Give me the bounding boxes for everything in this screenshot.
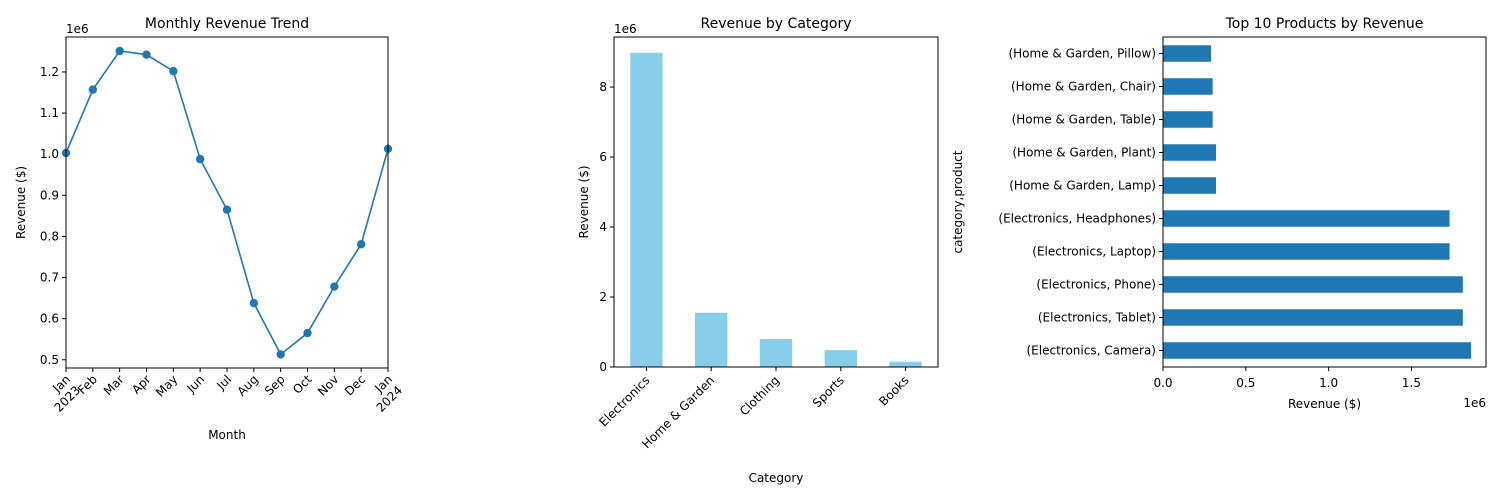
x-axis-label: Revenue ($) [1288, 397, 1361, 411]
data-point [88, 85, 98, 94]
bar [1163, 111, 1213, 128]
y-tick-label: 0.7 [40, 271, 59, 285]
data-point [276, 350, 285, 359]
y-tick-label: 1.0 [40, 147, 59, 161]
x-tick-label: Dec [342, 372, 368, 398]
bar [1163, 342, 1472, 359]
data-point [195, 154, 205, 164]
y-tick-label: 0 [599, 360, 607, 374]
data-point [222, 205, 232, 214]
bar-chart: Revenue by Category 1e6 0 2 4 6 8 ElectronicsHo… [577, 16, 939, 485]
y-tick-label: 1.1 [40, 106, 59, 120]
x-tick-label: Aug [234, 372, 260, 398]
bar [1163, 276, 1463, 293]
chart-title: Revenue by Category [701, 16, 852, 32]
x-tick-label: Books [876, 373, 911, 408]
bar [1163, 243, 1450, 260]
x-tick-label: 0.0 [1153, 376, 1172, 390]
y-tick-label: (Electronics, Laptop) [1032, 245, 1156, 259]
y-tick-label: (Home & Garden, Chair) [1011, 80, 1156, 94]
bar [630, 52, 663, 367]
plot-frame [1162, 36, 1487, 368]
chart-title: Top 10 Products by Revenue [1225, 16, 1424, 32]
y-tick-label: (Electronics, Tablet) [1038, 311, 1156, 325]
data-point [330, 282, 339, 291]
y-axis-label: Revenue ($) [14, 166, 28, 239]
data-point [303, 328, 312, 338]
y-tick-label: (Home & Garden, Table) [1012, 113, 1156, 127]
bar [824, 350, 857, 367]
y-offset-label: 1e6 [66, 22, 89, 36]
line-chart: Monthly Revenue Trend 1e6 0.5 0.6 0.7 0.8 0.9 1… [14, 16, 405, 442]
y-tick-label: (Electronics, Camera) [1027, 344, 1157, 358]
y-offset-label: 1e6 [614, 22, 637, 36]
x-tick-label: Sports [810, 373, 847, 410]
y-tick-label: (Electronics, Phone) [1036, 278, 1156, 292]
x-tick-label: Apr [129, 372, 154, 397]
bar [1163, 78, 1213, 95]
bar [695, 312, 728, 367]
y-tick-label: 0.5 [40, 353, 59, 367]
x-tick-label: Jun [183, 372, 207, 396]
chart-title: Monthly Revenue Trend [145, 16, 309, 32]
data-point [356, 240, 366, 249]
bar [1163, 309, 1463, 326]
y-tick-label: (Home & Garden, Pillow) [1008, 47, 1156, 61]
x-tick-label: Oct [290, 372, 315, 397]
bar [1163, 210, 1450, 227]
x-tick-label: Mar [101, 372, 127, 398]
y-tick-label: 8 [599, 80, 607, 94]
series-line [65, 50, 389, 356]
data-point [169, 66, 178, 76]
x-tick-label: Nov [315, 372, 341, 398]
y-tick-label: 1.2 [40, 65, 59, 79]
x-tick-label: Sep [262, 372, 288, 398]
x-tick-label: 1.5 [1402, 376, 1421, 390]
x-tick-label: Jul [213, 372, 234, 393]
x-tick-label: 1.0 [1319, 376, 1338, 390]
bar [1163, 45, 1212, 62]
x-tick-label: May [153, 372, 180, 399]
y-tick-label: 0.6 [40, 312, 59, 326]
x-tick-label: Home & Garden [639, 373, 717, 451]
y-axis-label: category,product [951, 150, 965, 253]
x-tick-label: Clothing [737, 373, 782, 418]
plot-frame [613, 36, 939, 368]
y-tick-label: (Home & Garden, Lamp) [1009, 179, 1156, 193]
bar [1163, 177, 1217, 194]
x-offset-label: 1e6 [1463, 396, 1486, 410]
y-tick-label: 0.9 [40, 188, 59, 202]
bar [889, 361, 922, 367]
y-tick-label: 4 [599, 220, 607, 234]
y-axis-label: Revenue ($) [577, 165, 591, 238]
x-tick-label: Electronics [596, 373, 652, 429]
y-tick-label: (Electronics, Headphones) [998, 212, 1156, 226]
x-axis-label: Month [208, 428, 246, 442]
y-tick-label: 6 [599, 150, 607, 164]
data-point [115, 46, 124, 56]
bar [759, 339, 793, 367]
hbar-chart: Top 10 Products by Revenue 0.0 0.5 1.0 1.5 1e… [951, 16, 1487, 411]
x-tick-label: 0.5 [1236, 376, 1255, 390]
data-point [249, 298, 259, 308]
plot-frame [65, 36, 389, 369]
y-tick-label: 2 [599, 290, 607, 304]
x-axis-label: Category [749, 471, 804, 485]
y-tick-label: 0.8 [40, 229, 59, 243]
y-tick-label: (Home & Garden, Plant) [1012, 146, 1156, 160]
bar [1163, 144, 1217, 161]
data-point [142, 50, 151, 59]
